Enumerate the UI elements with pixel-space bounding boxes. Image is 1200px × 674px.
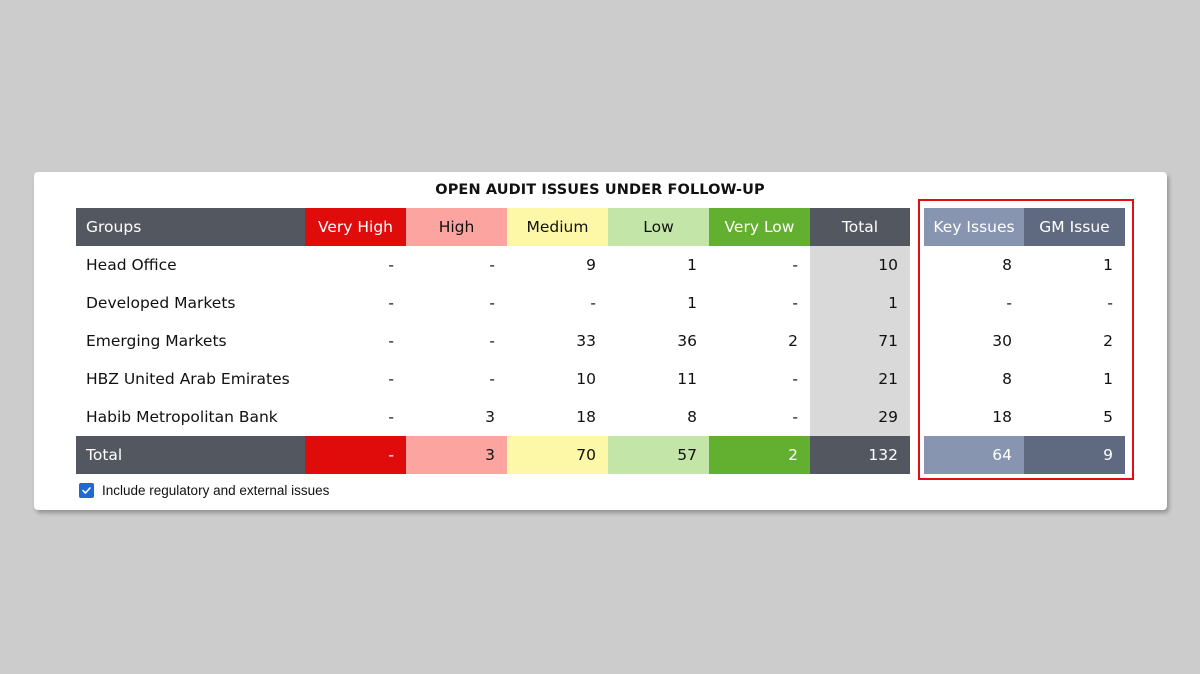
table-cell-key-issues: 8 [1002,370,1012,388]
column-header-group: Groups [76,208,305,246]
total-cell-high: 3 [406,436,507,474]
row-group-name: Head Office [86,256,177,274]
column-header-gm-issue: GM Issue [1024,208,1125,246]
table-cell-low: 36 [677,332,697,350]
total-cell-total: 132 [810,436,910,474]
column-header-medium: Medium [507,208,608,246]
table-cell-very-high: - [388,294,394,312]
table-cell-high: - [489,294,495,312]
table-cell-medium: 18 [576,408,596,426]
table-cell-very-high: - [388,256,394,274]
table-cell-very-high: - [388,370,394,388]
table-cell-low: 1 [687,294,697,312]
include-regulatory-checkbox-row[interactable]: Include regulatory and external issues [79,483,329,498]
table-cell-very-low: - [792,408,798,426]
table-cell-very-low: - [792,256,798,274]
table-cell-key-issues: 8 [1002,256,1012,274]
row-group-name: Developed Markets [86,294,236,312]
table-cell-gm-issue: 5 [1103,408,1113,426]
table-cell-low: 8 [687,408,697,426]
row-group-name: HBZ United Arab Emirates [86,370,290,388]
table-cell-very-high: - [388,408,394,426]
table-cell-high: - [489,332,495,350]
include-regulatory-label: Include regulatory and external issues [102,483,330,498]
table-cell-gm-issue: - [1107,294,1113,312]
total-cell-key-issues: 64 [924,436,1024,474]
table-cell-total: 1 [810,284,910,322]
column-header-high: High [406,208,507,246]
table-cell-total: 21 [810,360,910,398]
table-cell-very-low: - [792,370,798,388]
table-cell-medium: - [590,294,596,312]
total-cell-very-low: 2 [709,436,810,474]
column-header-very-low: Very Low [709,208,810,246]
table-cell-gm-issue: 2 [1103,332,1113,350]
table-cell-key-issues: 30 [992,332,1012,350]
table-cell-high: - [489,256,495,274]
table-cell-gm-issue: 1 [1103,370,1113,388]
key-issues-highlight-box [918,199,1134,480]
total-row-label: Total [76,436,305,474]
total-cell-medium: 70 [507,436,608,474]
table-cell-medium: 9 [586,256,596,274]
table-cell-total: 29 [810,398,910,436]
table-cell-total: 71 [810,322,910,360]
row-group-name: Emerging Markets [86,332,227,350]
column-header-total: Total [810,208,910,246]
total-cell-gm-issue: 9 [1024,436,1125,474]
table-cell-medium: 10 [576,370,596,388]
table-cell-very-low: 2 [788,332,798,350]
table-cell-low: 11 [677,370,697,388]
checkmark-icon [82,487,91,494]
table-cell-low: 1 [687,256,697,274]
total-cell-low: 57 [608,436,709,474]
total-cell-very-high: - [305,436,406,474]
table-cell-high: 3 [485,408,495,426]
table-title: OPEN AUDIT ISSUES UNDER FOLLOW-UP [435,182,765,198]
column-header-low: Low [608,208,709,246]
include-regulatory-checkbox[interactable] [79,483,94,498]
table-cell-key-issues: 18 [992,408,1012,426]
table-cell-high: - [489,370,495,388]
table-cell-very-low: - [792,294,798,312]
column-header-key-issues: Key Issues [924,208,1024,246]
table-cell-total: 10 [810,246,910,284]
table-cell-very-high: - [388,332,394,350]
table-cell-key-issues: - [1006,294,1012,312]
column-header-very-high: Very High [305,208,406,246]
table-cell-gm-issue: 1 [1103,256,1113,274]
row-group-name: Habib Metropolitan Bank [86,408,278,426]
table-cell-medium: 33 [576,332,596,350]
